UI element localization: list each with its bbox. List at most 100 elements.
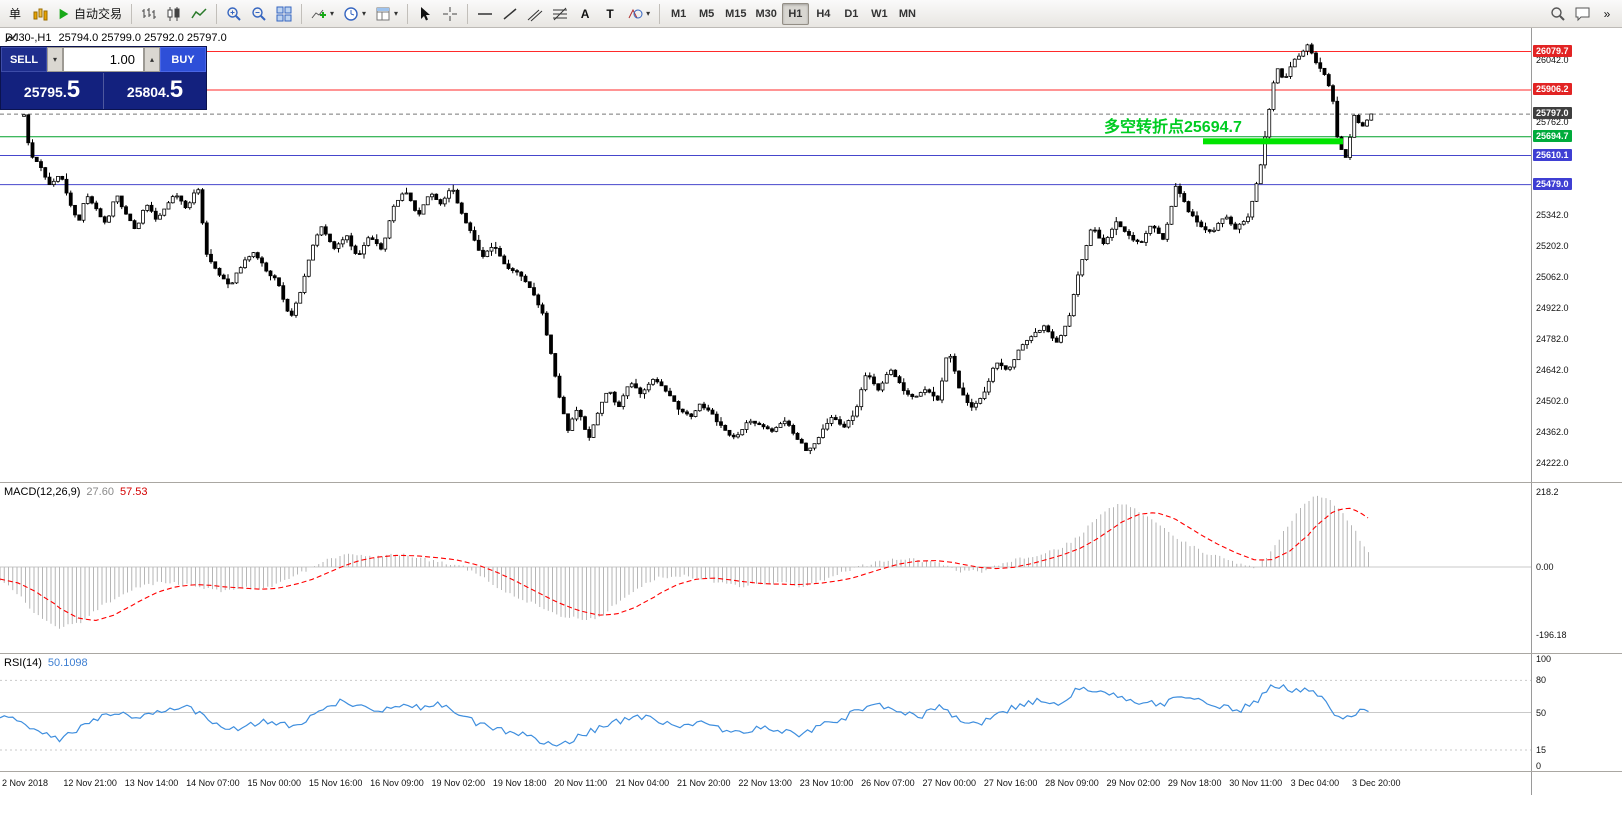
fibonacci-button[interactable] xyxy=(548,3,572,25)
profile-charts-button[interactable] xyxy=(28,3,52,25)
macd-chart[interactable] xyxy=(0,483,1532,653)
candlestick-chart-button[interactable] xyxy=(162,3,186,25)
price-tick-label: 24922.0 xyxy=(1536,302,1569,313)
time-tick-label: 15 Nov 00:00 xyxy=(247,778,301,788)
indicators-button[interactable]: ▾ xyxy=(307,3,338,25)
time-axis[interactable]: 2 Nov 2018 12 Nov 21:00 13 Nov 14:00 14 Nov… xyxy=(0,772,1532,795)
tile-windows-button[interactable] xyxy=(272,3,296,25)
time-tick-label: 21 Nov 20:00 xyxy=(677,778,731,788)
crosshair-button[interactable] xyxy=(438,3,462,25)
chart-window-icon xyxy=(5,33,17,43)
time-tick-label: 29 Nov 02:00 xyxy=(1106,778,1161,788)
price-tick-label: 25062.0 xyxy=(1536,271,1569,282)
zoom-in-button[interactable] xyxy=(222,3,246,25)
text-tool-icon: A xyxy=(580,6,590,21)
rsi-axis[interactable]: 100 80 50 15 0 xyxy=(1532,654,1622,795)
price-tick-label: 24362.0 xyxy=(1536,426,1569,437)
trendline-button[interactable] xyxy=(498,3,522,25)
rsi-chart[interactable] xyxy=(0,654,1532,771)
equidistant-channel-icon xyxy=(527,9,543,21)
time-tick-label: 27 Nov 00:00 xyxy=(922,778,976,788)
timeframe-m5-button[interactable]: M5 xyxy=(698,7,715,20)
periods-button[interactable]: ▾ xyxy=(339,3,370,25)
new-order-button[interactable]: 单 xyxy=(3,3,27,25)
price-badge: 25610.1 xyxy=(1533,148,1572,161)
buy-button[interactable]: BUY xyxy=(160,47,206,72)
buy-price-main: 25804. xyxy=(126,83,170,100)
crosshair-icon xyxy=(443,6,458,21)
sell-price-main: 25795. xyxy=(23,83,67,100)
rsi-tick-label: 15 xyxy=(1536,744,1547,755)
dropdown-icon: ▾ xyxy=(362,9,367,18)
timeframe-m15-button[interactable]: M15 xyxy=(725,7,747,20)
toolbar-separator xyxy=(467,3,469,24)
price-tick-label: 26042.0 xyxy=(1536,54,1569,65)
timeframe-h4-button[interactable]: H4 xyxy=(816,7,831,20)
time-tick-label: 15 Nov 16:00 xyxy=(308,778,363,788)
label-tool-button[interactable]: T xyxy=(598,3,622,25)
zoom-out-button[interactable] xyxy=(247,3,271,25)
macd-label: MACD(12,26,9) 27.60 57.53 xyxy=(4,486,147,498)
channel-button[interactable] xyxy=(523,3,547,25)
price-chart[interactable] xyxy=(0,28,1532,482)
price-tick-label: 25762.0 xyxy=(1536,116,1569,127)
pane-separator[interactable] xyxy=(0,771,1622,772)
tile-windows-icon xyxy=(276,6,292,21)
pane-separator[interactable] xyxy=(0,653,1622,654)
timeframe-w1-button[interactable]: W1 xyxy=(871,7,888,20)
toolbar-separator xyxy=(407,3,409,24)
line-chart-icon xyxy=(191,7,207,18)
timeframe-mn-button[interactable]: MN xyxy=(898,7,916,20)
price-axis[interactable]: 26042.0 25762.0 25342.0 25202.0 25062.0 24922… xyxy=(1532,28,1622,482)
timeframe-m1-button[interactable]: M1 xyxy=(670,7,687,20)
line-chart-button[interactable] xyxy=(187,3,211,25)
price-tick-label: 24222.0 xyxy=(1536,457,1569,468)
time-tick-label: 3 Dec 20:00 xyxy=(1352,778,1401,788)
timeframe-d1-button[interactable]: D1 xyxy=(844,7,859,20)
time-tick-label: 22 Nov 13:00 xyxy=(738,778,792,788)
buy-price-display[interactable]: 25804.5 xyxy=(103,72,206,109)
time-tick-label: 21 Nov 04:00 xyxy=(615,778,670,788)
add-indicator-icon xyxy=(311,9,327,18)
templates-button[interactable]: ▾ xyxy=(371,3,402,25)
pane-separator[interactable] xyxy=(0,482,1622,483)
macd-tick-label: 218.2 xyxy=(1536,486,1559,497)
sell-price-display[interactable]: 25795.5 xyxy=(1,73,103,109)
toolbar-separator xyxy=(216,3,218,24)
chat-button[interactable] xyxy=(1570,3,1595,25)
timeframe-h1-button[interactable]: H1 xyxy=(781,2,809,25)
shapes-icon xyxy=(628,8,643,18)
time-tick-label: 29 Nov 18:00 xyxy=(1167,778,1222,788)
time-tick-label: 19 Nov 18:00 xyxy=(492,778,547,788)
rsi-value: 50.1098 xyxy=(47,657,88,669)
time-tick-label: 12 Nov 21:00 xyxy=(63,778,117,788)
price-tick-label: 24502.0 xyxy=(1536,395,1569,406)
bar-chart-button[interactable] xyxy=(137,3,161,25)
cursor-button[interactable] xyxy=(413,3,437,25)
macd-value: 27.60 xyxy=(86,486,114,498)
macd-axis[interactable]: 218.2 0.00 -196.18 xyxy=(1532,483,1622,653)
main-toolbar: 单 自动交易 ▾ ▾ ▾ xyxy=(0,0,1622,28)
sell-button[interactable]: SELL xyxy=(1,47,47,72)
volume-input[interactable]: 1.00 xyxy=(63,47,144,72)
symbol-ohlc: 25794.0 25799.0 25792.0 25797.0 xyxy=(58,32,227,44)
price-badge: 25797.0 xyxy=(1533,107,1572,120)
horizontal-line-button[interactable] xyxy=(473,3,497,25)
shapes-button[interactable]: ▾ xyxy=(623,3,654,25)
toolbar-separator xyxy=(301,3,303,24)
search-button[interactable] xyxy=(1546,3,1570,25)
text-tool-button[interactable]: A xyxy=(573,3,597,25)
toolbar-overflow-button[interactable]: » xyxy=(1595,3,1619,25)
macd-tick-label: -196.18 xyxy=(1536,629,1567,640)
search-icon xyxy=(1551,6,1565,21)
autotrading-button[interactable]: 自动交易 xyxy=(53,3,126,25)
timeframe-m30-button[interactable]: M30 xyxy=(755,7,777,20)
one-click-trading-panel: SELL ▾ 1.00 ▴ BUY 25795.5 25804.5 xyxy=(0,46,207,110)
macd-name: MACD(12,26,9) xyxy=(4,486,81,498)
time-tick-label: 13 Nov 14:00 xyxy=(124,778,179,788)
volume-decrease-button[interactable]: ▾ xyxy=(47,47,63,72)
rsi-pane: RSI(14) 50.1098 xyxy=(0,654,1532,771)
rsi-label: RSI(14) 50.1098 xyxy=(4,657,88,669)
time-tick-label: 19 Nov 02:00 xyxy=(431,778,486,788)
volume-increase-button[interactable]: ▴ xyxy=(144,47,160,72)
